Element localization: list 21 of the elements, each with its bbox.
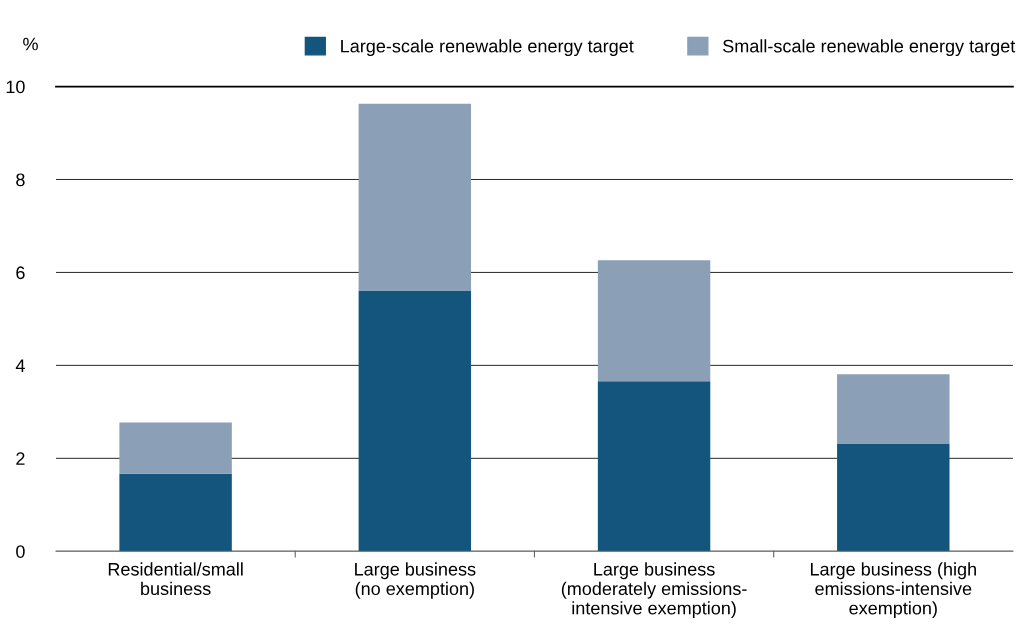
x-tick-label: Large business (no exemption) bbox=[355, 562, 476, 599]
y-tick-label: 4 bbox=[15, 359, 25, 372]
y-tick-label: 6 bbox=[16, 266, 25, 280]
bar bbox=[119, 422, 232, 474]
bar bbox=[358, 103, 472, 291]
y-tick-label: 8 bbox=[16, 173, 25, 187]
x-tick-label: Residential/small business bbox=[108, 562, 243, 596]
legend-label: Small-scale renewable energy target bbox=[723, 39, 1016, 57]
y-tick-label: 10 bbox=[6, 80, 25, 94]
bar bbox=[597, 260, 711, 382]
y-tick-label: 2 bbox=[16, 452, 25, 465]
bar bbox=[119, 473, 232, 552]
x-tick-label: Large business (high emissions-intensive exemption) bbox=[810, 562, 976, 619]
x-tick-label: Large business (moderately emissions- intensive exemption) bbox=[561, 562, 747, 619]
y-axis-title: % bbox=[23, 37, 38, 51]
bar bbox=[597, 381, 711, 552]
legend-label: Large-scale renewable energy target bbox=[341, 39, 634, 57]
bar bbox=[837, 443, 950, 552]
bar bbox=[358, 290, 472, 552]
y-tick-label: 0 bbox=[16, 545, 25, 558]
bar bbox=[837, 374, 950, 444]
